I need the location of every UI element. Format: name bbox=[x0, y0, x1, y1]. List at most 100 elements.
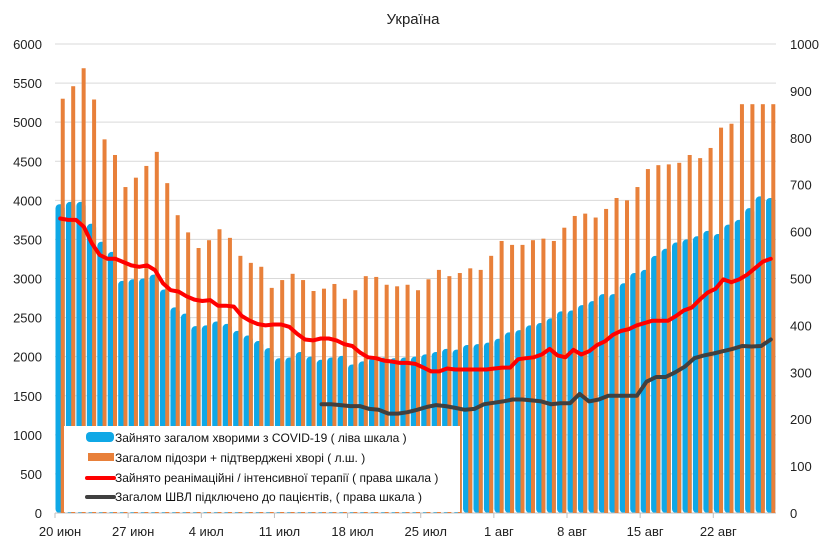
y-left-tick-label: 3500 bbox=[13, 232, 42, 247]
bar-suspected bbox=[520, 244, 525, 513]
bar-suspected bbox=[217, 229, 222, 513]
legend-box bbox=[64, 426, 460, 512]
bar-suspected bbox=[635, 187, 640, 514]
bar-suspected bbox=[593, 217, 598, 513]
bar-suspected bbox=[112, 154, 117, 513]
legend-item-icu: Зайнято реанімаційні / інтенсивної терап… bbox=[85, 471, 438, 485]
bar-suspected bbox=[666, 164, 671, 514]
bar-suspected bbox=[133, 177, 138, 514]
bar-suspected bbox=[562, 227, 567, 514]
y-left-tick-label: 2500 bbox=[13, 311, 42, 326]
x-tick-label: 4 июл bbox=[189, 524, 224, 539]
x-axis: 20 июн 27 июн 4 июл 11 июл 18 июл 25 июл 1 авг… bbox=[39, 512, 776, 539]
bar-suspected bbox=[583, 213, 588, 513]
y-left-tick-label: 4500 bbox=[13, 154, 42, 169]
y-axis-left: 0 500 1000 1500 2000 2500 3000 3500 4000 4500 5000… bbox=[13, 37, 42, 521]
x-tick-label: 11 июл bbox=[259, 524, 300, 539]
bar-suspected bbox=[301, 280, 306, 513]
y-axis-right: 0 100 200 300 400 500 600 700 800 900 1000 bbox=[790, 37, 819, 521]
bar-suspected bbox=[541, 238, 546, 513]
legend-item-ventilator: Загалом ШВЛ підключено до пацієнтів, ( п… bbox=[85, 490, 422, 504]
legend-swatch-suspected bbox=[88, 453, 114, 461]
bar-suspected bbox=[719, 127, 724, 513]
legend-label-ventilator: Загалом ШВЛ підключено до пацієнтів, ( п… bbox=[115, 490, 422, 504]
bar-suspected bbox=[572, 215, 577, 513]
series-suspected-bars bbox=[60, 68, 776, 514]
bar-suspected bbox=[739, 104, 744, 514]
bar-suspected bbox=[227, 237, 232, 513]
y-left-tick-label: 6000 bbox=[13, 37, 42, 52]
x-tick-label: 15 авг bbox=[627, 524, 664, 539]
bar-suspected bbox=[551, 240, 556, 514]
bar-suspected bbox=[677, 162, 682, 513]
y-left-tick-label: 3000 bbox=[13, 272, 42, 287]
y-right-tick-label: 300 bbox=[790, 365, 812, 380]
bar-suspected bbox=[175, 215, 180, 513]
bar-suspected bbox=[102, 139, 107, 513]
legend-label-occupied: Зайнято загалом хворими з COVID-19 ( лів… bbox=[115, 431, 407, 445]
x-tick-label: 18 июл bbox=[331, 524, 373, 539]
y-right-tick-label: 700 bbox=[790, 178, 812, 193]
bar-suspected bbox=[687, 154, 692, 513]
bar-suspected bbox=[750, 104, 755, 514]
y-left-tick-label: 0 bbox=[35, 506, 42, 521]
bar-suspected bbox=[196, 248, 201, 513]
x-tick-label: 8 авг bbox=[557, 524, 587, 539]
legend-item-occupied: Зайнято загалом хворими з COVID-19 ( лів… bbox=[86, 431, 407, 445]
y-right-tick-label: 100 bbox=[790, 459, 812, 474]
y-right-tick-label: 400 bbox=[790, 318, 812, 333]
y-left-tick-label: 1000 bbox=[13, 428, 42, 443]
bar-suspected bbox=[395, 286, 400, 513]
bar-suspected bbox=[81, 68, 86, 514]
y-right-tick-label: 0 bbox=[790, 506, 797, 521]
bar-suspected bbox=[771, 104, 776, 514]
bar-suspected bbox=[60, 98, 65, 513]
bar-suspected bbox=[656, 165, 661, 514]
bar-suspected bbox=[614, 197, 619, 513]
legend-swatch-occupied bbox=[86, 432, 114, 442]
line-ventilator bbox=[319, 337, 773, 416]
bar-suspected bbox=[604, 208, 609, 513]
bar-suspected bbox=[478, 269, 483, 513]
series-lines bbox=[58, 216, 773, 416]
x-tick-label: 20 июн bbox=[39, 524, 81, 539]
bar-suspected bbox=[729, 123, 734, 513]
bar-suspected bbox=[457, 273, 462, 513]
y-right-tick-label: 900 bbox=[790, 84, 812, 99]
y-right-tick-label: 500 bbox=[790, 272, 812, 287]
bar-suspected bbox=[530, 240, 535, 513]
bar-suspected bbox=[436, 269, 441, 513]
bar-suspected bbox=[426, 279, 431, 513]
bar-suspected bbox=[698, 158, 703, 513]
bar-suspected bbox=[154, 151, 159, 513]
bar-suspected bbox=[321, 288, 326, 513]
bar-suspected bbox=[510, 244, 515, 513]
bar-suspected bbox=[384, 284, 389, 513]
bar-suspected bbox=[363, 276, 368, 513]
y-left-tick-label: 2000 bbox=[13, 350, 42, 365]
bar-suspected bbox=[207, 240, 212, 513]
bar-suspected bbox=[269, 287, 274, 513]
y-left-tick-label: 5500 bbox=[13, 76, 42, 91]
bar-suspected bbox=[499, 240, 504, 514]
bar-suspected bbox=[165, 183, 170, 514]
bar-suspected bbox=[186, 232, 191, 514]
bar-suspected bbox=[760, 104, 765, 514]
bar-suspected bbox=[405, 284, 410, 513]
y-right-tick-label: 1000 bbox=[790, 37, 819, 52]
bar-suspected bbox=[290, 273, 295, 513]
bar-suspected bbox=[489, 255, 494, 513]
bar-suspected bbox=[311, 291, 316, 513]
bar-suspected bbox=[259, 266, 264, 513]
bar-suspected bbox=[468, 268, 473, 513]
bar-suspected bbox=[447, 276, 452, 513]
bar-suspected bbox=[645, 169, 650, 514]
bar-suspected bbox=[416, 290, 421, 513]
bar-suspected bbox=[123, 187, 128, 514]
x-tick-label: 25 июл bbox=[405, 524, 447, 539]
legend-label-suspected: Загалом підозри + підтверджені хворі ( л… bbox=[115, 451, 365, 465]
bar-suspected bbox=[144, 165, 149, 513]
y-left-tick-label: 1500 bbox=[13, 389, 42, 404]
bar-suspected bbox=[353, 290, 358, 513]
